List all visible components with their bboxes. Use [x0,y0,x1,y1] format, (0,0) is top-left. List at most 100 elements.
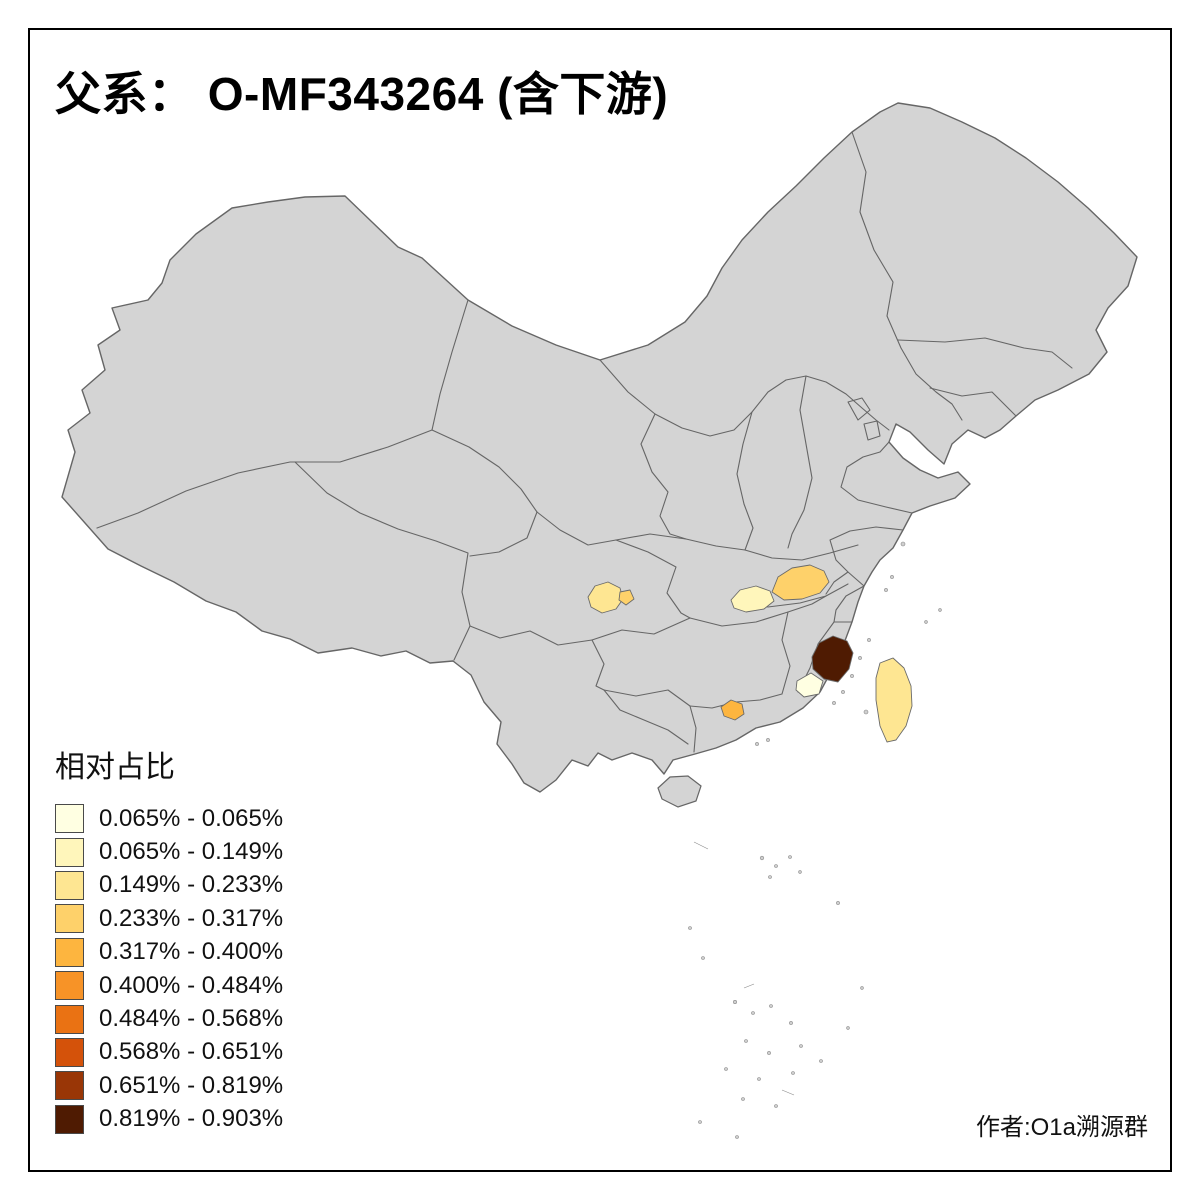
province-border [840,441,913,514]
province-border [591,639,605,691]
province-border [833,585,865,623]
islet [768,875,772,879]
islet [781,1089,795,1096]
legend-item: 0.317% - 0.400% [55,936,283,969]
china-mainland-shape [61,102,1138,793]
province-border [603,689,689,745]
province-border [929,387,1017,417]
province-border [536,511,617,546]
islet [767,1051,771,1055]
legend-item: 0.233% - 0.317% [55,902,283,935]
region-west-guangdong [720,699,745,721]
legend: 相对占比 0.065% - 0.065% 0.065% - 0.149% 0.1… [55,742,283,1136]
islet [867,638,871,642]
province-border [787,375,813,549]
legend-swatch [55,1037,84,1067]
legend-item: 0.149% - 0.233% [55,869,283,902]
legend-item: 0.568% - 0.651% [55,1036,283,1069]
legend-label: 0.317% - 0.400% [99,938,284,966]
legend-label: 0.233% - 0.317% [99,904,284,932]
legend-swatch [55,904,84,934]
province-border [615,539,691,619]
region-east-hubei-south-anhui [771,564,830,601]
province-border [847,397,871,421]
province-border [863,420,881,441]
province-border [897,337,1073,369]
islet [769,1004,773,1008]
province-border [851,131,963,421]
legend-item: 0.651% - 0.819% [55,1069,283,1102]
legend-label: 0.400% - 0.484% [99,971,284,999]
islet [799,1044,803,1048]
legend-label: 0.484% - 0.568% [99,1005,284,1033]
legend-item: 0.065% - 0.149% [55,835,283,868]
islet [735,1135,739,1139]
islet [884,588,888,592]
province-border [431,429,538,557]
province-border [640,413,687,540]
legend-swatch [55,804,84,834]
highlighted-regions [587,564,913,743]
attribution: 作者:O1a溯源群 [975,1114,1148,1141]
islet [759,855,765,861]
legend-swatch [55,870,84,900]
islet [698,1120,702,1124]
region-sichuan-small-east [618,589,635,606]
page-title: 父系： O-MF343264 (含下游) [55,68,669,120]
islet [860,986,864,990]
region-northwest-fujian [811,635,854,683]
islet [724,1067,728,1071]
islet [890,575,894,579]
islet [743,983,755,989]
islet [858,656,862,660]
province-border [431,299,469,431]
province-border [96,429,433,529]
legend-swatch [55,1071,84,1101]
islet [766,738,770,742]
province-border [469,625,593,646]
islet [741,1097,745,1101]
region-central-fujian [795,672,824,698]
legend-label: 0.819% - 0.903% [99,1105,284,1133]
legend-label: 0.149% - 0.233% [99,871,284,899]
hainan-island [657,775,702,808]
legend-swatch [55,971,84,1001]
province-border [599,359,890,437]
islet [751,1011,755,1015]
islet [836,901,840,905]
islet [788,855,792,859]
islet [832,701,836,705]
islet [819,1059,823,1063]
islet [846,1026,850,1030]
islet [850,674,854,678]
islet [789,1021,793,1025]
islet [798,870,802,874]
islet [757,1077,761,1081]
legend-item: 0.819% - 0.903% [55,1103,283,1136]
province-border [736,411,754,551]
province-border [781,611,791,695]
islet [744,1039,748,1043]
province-border [744,544,859,561]
islet [732,999,737,1004]
legend-label: 0.065% - 0.149% [99,838,284,866]
province-border [615,533,746,551]
legend-swatch [55,837,84,867]
islet [774,1104,778,1108]
islet [774,864,778,868]
islet [701,956,705,960]
legend-item: 0.400% - 0.484% [55,969,283,1002]
province-border [689,595,827,627]
islet [900,541,906,547]
province-border [603,689,691,707]
legend-label: 0.065% - 0.065% [99,804,284,832]
legend-swatch [55,1104,84,1134]
islet [924,620,928,624]
province-border [689,705,697,753]
region-taiwan [875,657,913,743]
islet [863,709,869,715]
islet [693,841,709,850]
small-islands [688,541,942,1139]
islet [938,608,942,612]
province-border [591,617,691,641]
